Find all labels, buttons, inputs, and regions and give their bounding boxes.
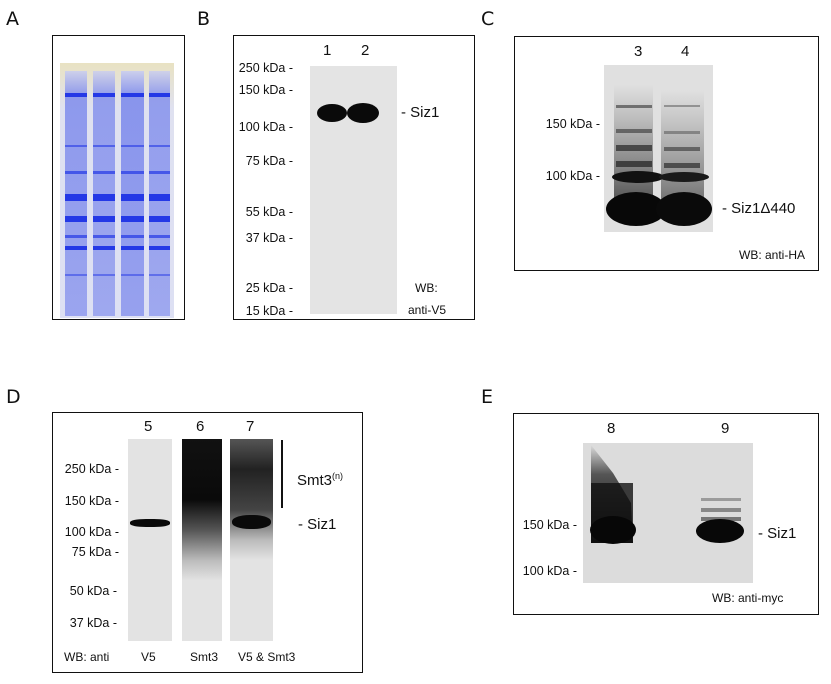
lane-number-1: 1 bbox=[323, 42, 332, 59]
panel-label-b: B bbox=[197, 8, 211, 30]
band-label-siz1: - Siz1 bbox=[758, 525, 797, 542]
antibody-lane6: Smt3 bbox=[190, 650, 219, 664]
marker-150: 150 kDa - bbox=[522, 518, 577, 532]
antibody-lane5: V5 bbox=[141, 650, 156, 664]
smt3-text: Smt3 bbox=[297, 472, 333, 489]
marker-37: 37 kDa - bbox=[245, 231, 293, 245]
marker-250: 250 kDa - bbox=[238, 61, 293, 75]
siz1-band-lane2 bbox=[347, 103, 379, 123]
marker-50: 50 kDa - bbox=[69, 584, 117, 598]
lane-number-7: 7 bbox=[246, 418, 255, 435]
panel-label-c: C bbox=[481, 8, 495, 30]
marker-250: 250 kDa - bbox=[64, 462, 119, 476]
lane-number-3: 3 bbox=[634, 43, 643, 60]
siz1-band-lane1 bbox=[317, 104, 347, 122]
siz1-band-lane5 bbox=[130, 519, 170, 527]
marker-100: 100 kDa - bbox=[545, 169, 600, 183]
marker-15: 15 kDa - bbox=[245, 304, 293, 318]
band-label-siz1: - Siz1 bbox=[298, 516, 337, 533]
marker-150: 150 kDa - bbox=[545, 117, 600, 131]
panel-label-d: D bbox=[6, 386, 21, 408]
siz1-band-lane7 bbox=[232, 515, 271, 529]
marker-55: 55 kDa - bbox=[245, 205, 293, 219]
marker-150: 150 kDa - bbox=[238, 83, 293, 97]
marker-75: 75 kDa - bbox=[245, 154, 293, 168]
western-blot-b bbox=[310, 66, 397, 314]
panel-label-a: A bbox=[6, 8, 19, 30]
wb-label-line2: anti-V5 bbox=[408, 303, 447, 317]
marker-37: 37 kDa - bbox=[69, 616, 117, 630]
lane-number-4: 4 bbox=[681, 43, 690, 60]
antibody-lane7: V5 & Smt3 bbox=[238, 650, 296, 664]
smt3-bracket-line bbox=[281, 440, 283, 508]
western-blot-c bbox=[604, 65, 713, 232]
marker-75: 75 kDa - bbox=[71, 545, 119, 559]
marker-100: 100 kDa - bbox=[522, 564, 577, 578]
marker-150: 150 kDa - bbox=[64, 494, 119, 508]
western-blot-e bbox=[583, 443, 753, 583]
coomassie-lanes bbox=[65, 71, 170, 316]
lane-number-8: 8 bbox=[607, 420, 616, 437]
lane-number-2: 2 bbox=[361, 42, 370, 59]
siz1-ladder-e bbox=[590, 445, 744, 544]
blot-lane-7 bbox=[230, 439, 273, 641]
marker-25: 25 kDa - bbox=[245, 281, 293, 295]
wb-label: WB: anti-HA bbox=[739, 248, 806, 262]
blot-lane-6 bbox=[182, 439, 222, 641]
band-label-siz1: - Siz1 bbox=[401, 104, 440, 121]
wb-label-line1: WB: bbox=[415, 281, 438, 295]
lane-number-9: 9 bbox=[721, 420, 730, 437]
smt3-superscript: (n) bbox=[332, 471, 344, 481]
marker-100: 100 kDa - bbox=[64, 525, 119, 539]
blot-lane-5 bbox=[128, 439, 172, 641]
band-label-siz1-delta440: - Siz1Δ440 bbox=[722, 200, 796, 217]
wb-label: WB: anti-myc bbox=[712, 591, 784, 605]
lane-number-5: 5 bbox=[144, 418, 153, 435]
band-label-smt3n: Smt3(n) bbox=[297, 471, 343, 489]
wb-prefix: WB: anti bbox=[64, 650, 110, 664]
coomassie-gel bbox=[60, 63, 174, 318]
siz1-delta440-ladder bbox=[606, 85, 712, 226]
panel-label-e: E bbox=[481, 386, 494, 408]
marker-100: 100 kDa - bbox=[238, 120, 293, 134]
panel-a-frame bbox=[52, 35, 185, 320]
lane-number-6: 6 bbox=[196, 418, 205, 435]
